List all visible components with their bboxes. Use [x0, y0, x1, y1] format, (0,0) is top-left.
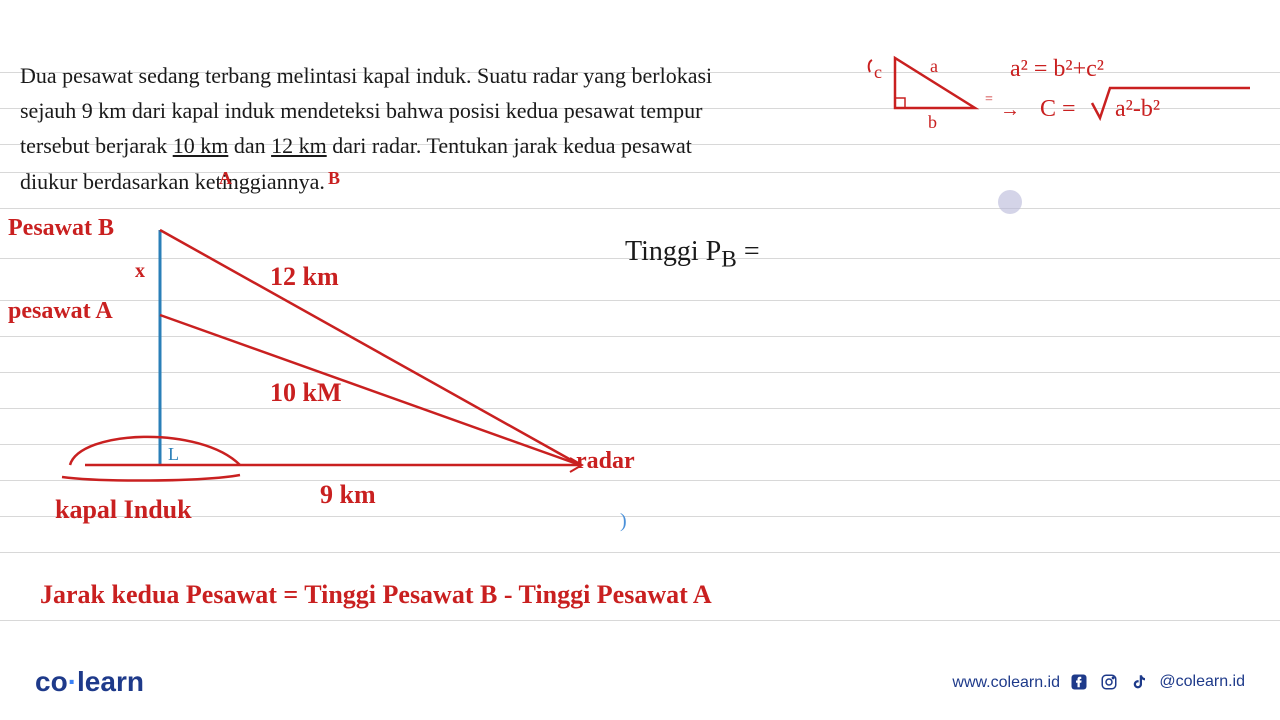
problem-line2: sejauh 9 km dari kapal induk mendeteksi … — [20, 98, 702, 123]
tinggi-pb-label: Tinggi PB = — [625, 236, 760, 274]
formula-eq2-lhs: C = — [1040, 96, 1076, 122]
label-pesawat-b: Pesawat B — [8, 215, 114, 242]
blue-stray-mark: ) — [620, 510, 627, 533]
problem-text: Dua pesawat sedang terbang melintasi kap… — [20, 58, 850, 199]
annotation-a: A — [219, 168, 232, 189]
logo-part1: co — [35, 666, 68, 697]
formula-arrow: → — [1000, 99, 1020, 121]
facebook-icon — [1069, 672, 1089, 692]
tiktok-icon — [1129, 672, 1149, 692]
instagram-icon — [1099, 672, 1119, 692]
cursor-indicator — [998, 190, 1022, 214]
bottom-formula: Jarak kedua Pesawat = Tinggi Pesawat B -… — [40, 580, 712, 610]
label-9km: 9 km — [320, 480, 376, 510]
problem-line4: diukur berdasarkan ketinggiannya. — [20, 169, 325, 194]
annotation-b: B — [328, 168, 340, 189]
logo-part2: learn — [77, 666, 144, 697]
formula-equals: = — [985, 92, 993, 107]
problem-line3-post: dari radar. Tentukan jarak kedua pesawat — [327, 133, 692, 158]
label-x: x — [135, 260, 145, 283]
colearn-logo: co·learn — [35, 666, 144, 698]
label-kapal-induk: kapal Induk — [55, 495, 192, 525]
problem-line3-pre: tersebut berjarak — [20, 133, 173, 158]
formula-b: b — [928, 112, 937, 132]
footer-url: www.colearn.id — [952, 674, 1060, 692]
label-12km: 12 km — [270, 262, 339, 292]
footer-social: @colearn.id — [1069, 672, 1245, 692]
ship-underline — [62, 475, 240, 481]
tinggi-text: Tinggi P — [625, 236, 721, 267]
formula-a: a — [930, 56, 938, 76]
formula-diagram: a b c a² = b²+c² = → C = a²-b² — [860, 48, 1260, 148]
label-radar: radar — [576, 448, 635, 475]
line-b-radar — [160, 230, 580, 465]
problem-10km: 10 km — [173, 133, 229, 158]
label-10km: 10 kM — [270, 378, 342, 408]
formula-c: c — [874, 62, 882, 82]
problem-12km: 12 km — [271, 133, 327, 158]
tinggi-sub: B — [721, 247, 737, 273]
label-pesawat-a: pesawat A — [8, 298, 113, 325]
problem-line3-mid: dan — [228, 133, 271, 158]
problem-line1: Dua pesawat sedang terbang melintasi kap… — [20, 63, 712, 88]
line-a-radar — [160, 315, 580, 465]
formula-eq2-rhs: a²-b² — [1115, 96, 1160, 122]
formula-eq1: a² = b²+c² — [1010, 56, 1104, 82]
footer-handle: @colearn.id — [1159, 673, 1245, 691]
tinggi-eq: = — [737, 236, 760, 267]
logo-dot: · — [68, 666, 77, 697]
right-angle-marker: L — [168, 444, 179, 464]
ship-hull — [70, 437, 240, 465]
